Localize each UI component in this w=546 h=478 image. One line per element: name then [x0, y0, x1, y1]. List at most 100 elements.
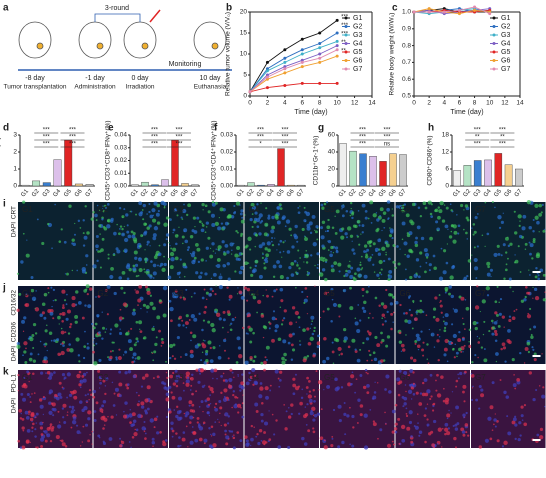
texture — [95, 244, 99, 249]
texture — [254, 264, 257, 268]
texture — [349, 260, 351, 263]
texture — [81, 408, 85, 413]
texture — [85, 254, 89, 258]
texture — [295, 286, 297, 289]
texture — [320, 408, 323, 411]
texture — [47, 222, 50, 226]
texture — [378, 259, 383, 265]
texture — [305, 211, 311, 217]
y-tick-label: 0.6 — [402, 76, 411, 83]
texture — [406, 233, 411, 238]
texture — [519, 434, 522, 437]
texture — [472, 223, 476, 226]
texture — [85, 284, 90, 289]
texture — [29, 336, 34, 342]
texture — [356, 267, 361, 272]
texture — [59, 343, 62, 346]
texture — [63, 421, 67, 424]
texture — [115, 356, 118, 359]
texture — [142, 218, 145, 221]
texture — [118, 232, 121, 236]
texture — [440, 375, 444, 379]
texture — [59, 421, 61, 423]
texture — [200, 271, 203, 275]
texture — [208, 414, 211, 417]
texture — [480, 393, 485, 398]
texture — [135, 320, 139, 324]
texture — [511, 316, 516, 321]
texture — [393, 427, 398, 431]
texture — [172, 228, 176, 232]
y-tick-label: 18 — [442, 132, 450, 139]
texture — [522, 214, 527, 219]
texture — [415, 333, 420, 338]
texture — [534, 275, 538, 279]
texture — [362, 385, 367, 390]
texture — [51, 247, 53, 250]
texture — [210, 368, 215, 373]
texture — [245, 381, 250, 386]
texture — [197, 380, 201, 384]
texture — [139, 330, 143, 333]
x-tick-label: 4 — [283, 100, 287, 107]
y-tick-label: 0.03 — [220, 132, 233, 139]
texture — [404, 384, 407, 386]
texture — [21, 445, 26, 450]
texture — [191, 403, 195, 407]
texture — [283, 404, 285, 406]
texture — [408, 383, 412, 387]
texture — [233, 204, 236, 208]
texture — [524, 346, 529, 351]
texture — [299, 401, 303, 406]
texture — [473, 230, 477, 234]
texture — [144, 398, 149, 403]
significance: *** — [257, 128, 265, 134]
texture — [397, 262, 401, 266]
texture — [292, 392, 296, 396]
texture — [118, 348, 121, 351]
texture — [318, 389, 320, 391]
texture — [340, 386, 344, 389]
x-tick-label: 6 — [458, 100, 462, 107]
stain-label: CD206 — [11, 322, 18, 343]
texture — [24, 360, 28, 364]
texture — [466, 274, 469, 278]
texture — [392, 244, 396, 248]
texture — [527, 312, 530, 315]
texture — [357, 210, 360, 212]
texture — [72, 416, 77, 420]
texture — [220, 222, 224, 225]
texture — [34, 332, 38, 335]
texture — [244, 245, 248, 249]
texture — [122, 317, 125, 320]
y-tick-label: 0.03 — [114, 144, 127, 151]
texture — [279, 205, 282, 207]
texture — [190, 384, 193, 387]
texture — [92, 395, 96, 399]
texture — [464, 204, 469, 208]
texture — [182, 262, 187, 267]
texture — [533, 358, 537, 362]
bar — [453, 170, 461, 187]
texture — [450, 341, 454, 345]
tile-label: G6 — [400, 289, 411, 298]
texture — [518, 421, 522, 425]
significance: ns — [384, 142, 390, 148]
texture — [258, 394, 263, 399]
texture — [104, 331, 107, 333]
texture — [185, 288, 188, 291]
texture — [343, 328, 347, 332]
texture — [488, 330, 491, 333]
texture — [130, 327, 133, 330]
texture — [191, 409, 196, 413]
texture — [534, 215, 539, 220]
bar — [237, 184, 245, 187]
texture — [96, 315, 100, 318]
texture — [59, 439, 62, 442]
texture — [238, 354, 243, 359]
legend-marker — [344, 42, 348, 45]
texture — [222, 318, 226, 322]
texture — [306, 313, 309, 315]
texture — [505, 251, 508, 254]
x-tick-label: G2 — [348, 188, 358, 198]
